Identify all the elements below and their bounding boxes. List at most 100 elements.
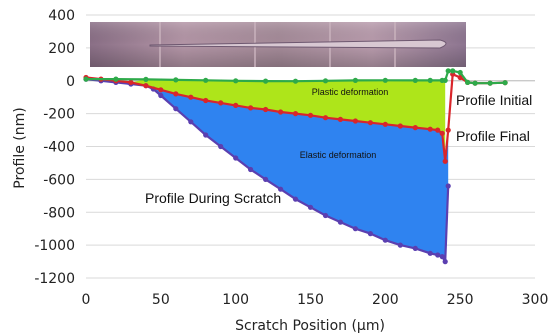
- data-point-initial: [427, 77, 433, 83]
- y-tick-label: -800: [43, 205, 75, 221]
- x-tick-label: 250: [447, 292, 474, 308]
- scratch-micrograph: [90, 22, 466, 67]
- data-point-final: [307, 112, 314, 118]
- data-point-during: [307, 204, 314, 210]
- data-point-initial: [143, 76, 149, 82]
- y-axis-title: Profile (nm): [12, 107, 28, 188]
- data-point-during: [435, 252, 441, 258]
- y-tick-label: -600: [43, 172, 75, 188]
- data-point-initial: [450, 68, 456, 74]
- y-tick-label: -1000: [34, 238, 75, 254]
- data-point-during: [292, 196, 299, 202]
- data-point-during: [412, 245, 418, 251]
- data-point-during: [173, 106, 179, 112]
- data-point-initial: [487, 80, 493, 86]
- x-tick-label: 200: [372, 292, 399, 308]
- data-point-final: [233, 102, 239, 108]
- data-point-final: [128, 79, 134, 85]
- data-point-final: [158, 87, 164, 93]
- data-point-final: [322, 115, 329, 121]
- data-point-final: [427, 126, 433, 132]
- data-point-during: [337, 219, 343, 225]
- x-tick-label: 50: [152, 292, 170, 308]
- data-point-initial: [203, 77, 209, 83]
- data-point-initial: [382, 77, 388, 83]
- y-tick-label: -200: [43, 107, 75, 123]
- data-point-initial: [233, 78, 239, 84]
- data-point-final: [382, 121, 388, 127]
- data-point-during: [218, 143, 224, 150]
- data-point-during: [367, 231, 373, 237]
- data-point-final: [263, 106, 269, 113]
- label-plastic-deformation: Plastic deformation: [312, 87, 389, 97]
- data-point-during: [322, 212, 329, 219]
- x-axis-title: Scratch Position (μm): [235, 318, 385, 334]
- y-tick-label: 400: [48, 8, 75, 24]
- profile-lines: [83, 68, 508, 265]
- data-point-final: [442, 158, 448, 164]
- data-point-initial: [472, 80, 478, 86]
- data-point-initial: [457, 69, 463, 76]
- data-point-initial: [322, 78, 329, 84]
- data-point-during: [382, 237, 388, 243]
- data-point-initial: [173, 77, 179, 83]
- data-point-initial: [502, 80, 508, 86]
- data-point-during: [278, 186, 284, 192]
- deformation-fills: [130, 79, 449, 262]
- data-point-during: [352, 226, 358, 232]
- axes: 400 200 0 -200 -400 -600 -800 -1000 -1200 0 50 100 1…: [34, 8, 548, 308]
- data-point-during: [248, 166, 254, 173]
- data-point-final: [278, 109, 284, 115]
- annotations: Plastic deformation Elastic deformation …: [145, 87, 532, 206]
- data-point-final: [203, 97, 209, 104]
- data-point-initial: [83, 76, 89, 82]
- x-tick-label: 100: [222, 292, 249, 308]
- data-point-initial: [352, 77, 358, 83]
- data-point-initial: [292, 78, 299, 84]
- data-point-during: [203, 132, 209, 138]
- data-point-initial: [113, 76, 119, 82]
- data-point-final: [457, 74, 463, 81]
- data-point-initial: [412, 77, 418, 83]
- y-tick-label: 0: [66, 74, 75, 90]
- data-point-during: [158, 92, 164, 99]
- data-point-final: [292, 111, 299, 117]
- series-line-final: [85, 73, 506, 163]
- label-elastic-deformation: Elastic deformation: [300, 150, 377, 160]
- data-point-final: [248, 105, 254, 111]
- plastic-deformation-area: [130, 79, 446, 162]
- data-point-during: [233, 155, 239, 161]
- x-tick-label: 300: [522, 292, 549, 308]
- x-tick-label: 0: [82, 292, 91, 308]
- label-profile-initial: Profile Initial: [456, 92, 532, 108]
- data-point-final: [439, 130, 445, 136]
- data-point-initial: [445, 68, 451, 74]
- label-profile-final: Profile Final: [456, 128, 530, 144]
- data-point-final: [445, 127, 451, 133]
- data-point-during: [188, 119, 194, 125]
- series-line-initial: [86, 69, 506, 85]
- data-point-during: [263, 176, 269, 182]
- data-point-final: [435, 127, 441, 133]
- data-point-final: [397, 123, 403, 129]
- data-point-final: [337, 116, 343, 122]
- data-point-initial: [465, 79, 471, 85]
- data-point-final: [143, 83, 149, 89]
- elastic-deformation-area: [145, 85, 449, 262]
- data-point-final: [412, 125, 418, 131]
- y-tick-label: -1200: [34, 271, 75, 287]
- data-point-final: [218, 100, 224, 106]
- data-point-final: [367, 120, 373, 126]
- x-tick-label: 150: [297, 292, 324, 308]
- data-point-during: [427, 250, 433, 256]
- data-point-initial: [442, 77, 448, 83]
- data-point-initial: [263, 78, 269, 84]
- data-point-final: [188, 94, 194, 100]
- y-tick-label: -400: [43, 140, 75, 156]
- label-profile-during-scratch: Profile During Scratch: [145, 190, 281, 206]
- data-point-during: [439, 254, 445, 260]
- data-point-during: [445, 183, 451, 189]
- data-point-during: [442, 259, 448, 265]
- data-point-final: [173, 91, 179, 97]
